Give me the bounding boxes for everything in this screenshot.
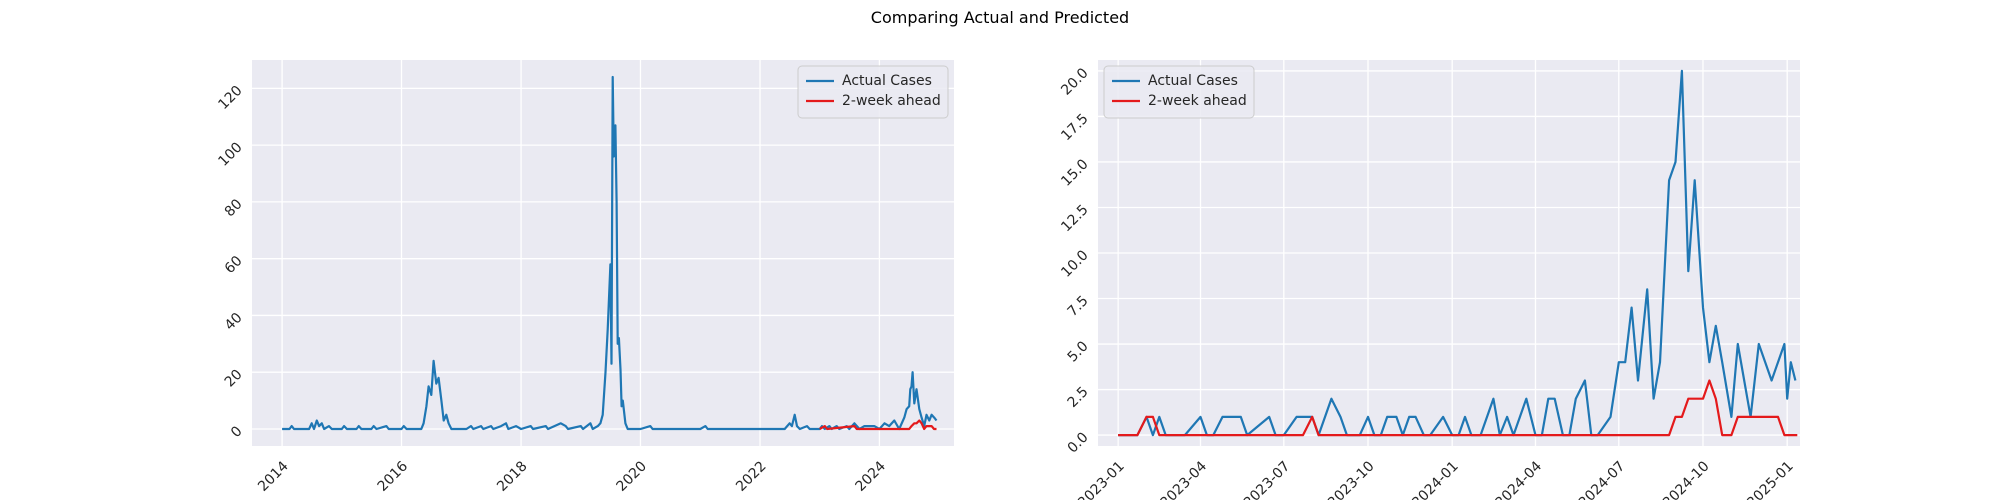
y-tick-label: 7.5 [1065,293,1092,320]
series-line-two-week-ahead [1118,379,1798,437]
x-tick-label: 2023-01 [1075,458,1128,500]
y-tick-label: 5.0 [1065,338,1092,365]
x-tick-label: 2025-01 [1744,458,1797,500]
legend-label: 2-week ahead [1148,93,1247,109]
y-tick-label: 12.5 [1058,202,1091,235]
y-tick-label: 0.0 [1065,429,1092,456]
x-tick-label: 2024-04 [1492,458,1545,500]
series-line-actual-cases [282,75,938,431]
x-tick-label: 2024-10 [1660,458,1713,500]
y-tick-label: 80 [222,196,246,220]
x-tick-label: 2024-01 [1409,458,1462,500]
y-tick-label: 10.0 [1058,247,1091,280]
x-tick-label: 2020 [614,458,651,495]
x-tick-label: 2016 [375,458,412,495]
y-tick-label: 15.0 [1058,156,1091,189]
chart-panel-2: 2023-01 2023-04 2023-07 2023-10 2024-01 2024-… [1058,60,1800,504]
legend-label: Actual Cases [842,73,932,89]
legend: Actual Cases 2-week ahead [1103,65,1255,119]
y-tick-label: 0 [228,423,246,441]
y-tick-label: 100 [215,139,245,169]
y-tick-label: 17.5 [1058,111,1091,144]
x-tick-label: 2024-07 [1576,458,1629,500]
chart-panel-1: 2014 2016 2018 2020 2022 2024 0 20 40 60 80 100 120 A… [215,60,954,495]
x-tick-label: 2024 [853,458,890,495]
y-tick-label: 2.5 [1065,384,1092,411]
legend: Actual Cases 2-week ahead [797,65,949,119]
x-tick-label: 2023-07 [1241,458,1294,500]
x-tick-label: 2022 [733,458,770,495]
x-tick-label: 2014 [255,458,292,495]
x-tick-label: 2023-04 [1157,458,1210,500]
plot-area [252,60,954,446]
legend-box [797,65,949,119]
series-line-two-week-ahead [819,419,937,431]
legend-label: 2-week ahead [842,93,941,109]
y-tick-label: 20.0 [1058,65,1091,98]
y-tick-label: 120 [215,83,245,113]
legend-label: Actual Cases [1148,73,1238,89]
x-tick-label: 2018 [494,458,531,495]
y-tick-label: 40 [222,310,246,334]
legend-box [1103,65,1255,119]
figure-title: Comparing Actual and Predicted [871,8,1129,27]
series-line-actual-cases [1118,69,1797,437]
y-tick-label: 60 [222,253,246,277]
x-tick-label: 2023-10 [1325,458,1378,500]
y-tick-label: 20 [222,367,246,391]
